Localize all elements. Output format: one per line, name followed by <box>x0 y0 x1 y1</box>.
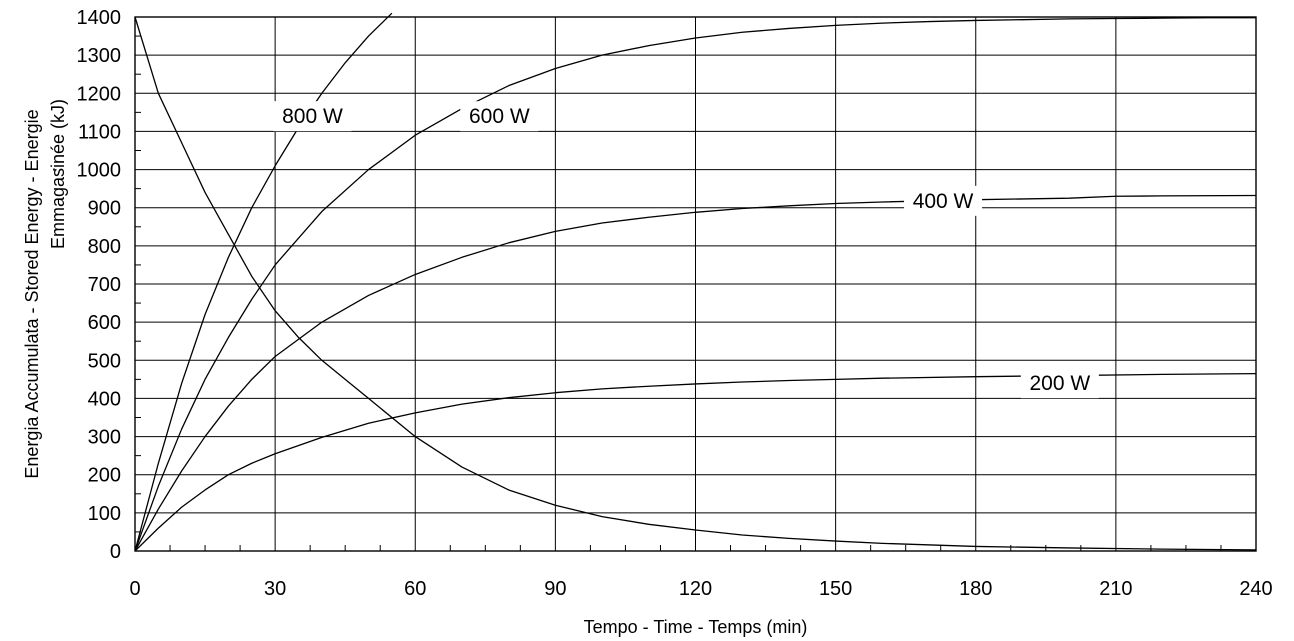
x-tick-label: 150 <box>819 578 852 600</box>
series-label-text: 200 W <box>1029 372 1090 395</box>
series-line-600w <box>135 17 1256 551</box>
y-tick-label: 400 <box>88 388 121 410</box>
series-label-600w: 600 W <box>460 101 539 132</box>
series-label-bg <box>904 185 983 216</box>
x-axis-label: Tempo - Time - Temps (min) <box>584 617 808 637</box>
y-tick-label: 600 <box>88 312 121 334</box>
series-label-800w: 800 W <box>273 101 352 132</box>
x-tick-label: 180 <box>959 578 992 600</box>
series-line-200w <box>135 372 1256 551</box>
y-tick-label: 700 <box>88 274 121 296</box>
y-tick-label: 500 <box>88 350 121 372</box>
y-tick-label: 800 <box>88 236 121 258</box>
y-tick-label: 300 <box>88 427 121 449</box>
y-axis-label-dot: · <box>51 159 57 179</box>
series-label-text: 600 W <box>469 105 530 128</box>
series-label-bg <box>1020 368 1099 399</box>
y-tick-label: 900 <box>88 198 121 220</box>
series-label-bg <box>273 101 352 132</box>
series-label-text: 400 W <box>913 190 974 213</box>
series-line-discharge <box>135 16 1256 551</box>
y-tick-label: 200 <box>88 465 121 487</box>
x-tick-label: 90 <box>544 578 566 600</box>
series-label-200w: 200 W <box>1020 368 1099 399</box>
y-tick-label: 1100 <box>78 121 121 143</box>
grid <box>135 17 1256 551</box>
y-tick-label: 100 <box>88 503 121 525</box>
tick-labels: 0100200300400500600700800900100011001200… <box>77 7 1273 600</box>
y-tick-label: 1200 <box>77 83 122 105</box>
x-tick-label: 240 <box>1239 578 1272 600</box>
y-axis-label: Energia Accumulata - Stored Energy - Ene… <box>22 109 42 478</box>
x-tick-label: 120 <box>679 578 712 600</box>
series-labels: 800 W 600 W 400 W 200 W <box>273 101 1099 399</box>
y-axis-label-2: Emmagasinée (kJ) <box>48 99 68 249</box>
series-label-text: 800 W <box>282 105 343 128</box>
plot-frame <box>134 16 1257 552</box>
x-tick-label: 210 <box>1099 578 1132 600</box>
series-label-bg <box>460 101 539 132</box>
y-tick-label: 1300 <box>77 45 122 67</box>
x-tick-label: 30 <box>264 578 286 600</box>
series-label-400w: 400 W <box>904 185 983 216</box>
y-tick-label: 0 <box>110 541 121 563</box>
y-tick-label: 1000 <box>77 160 122 182</box>
y-tick-label: 1400 <box>77 7 122 29</box>
x-tick-label: 60 <box>404 578 426 600</box>
x-tick-label: 0 <box>129 578 140 600</box>
series-line-800w <box>135 12 393 551</box>
